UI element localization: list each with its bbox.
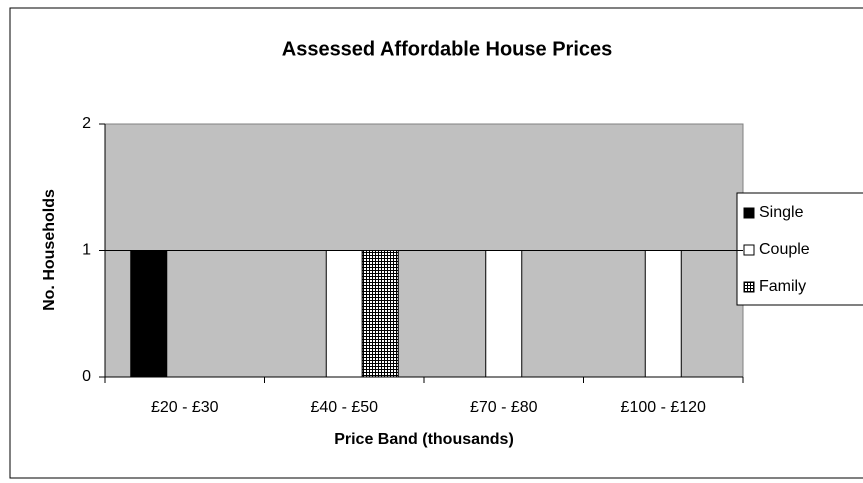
legend-swatch bbox=[743, 281, 755, 293]
x-axis-title: Price Band (thousands) bbox=[334, 431, 514, 448]
bar bbox=[130, 250, 168, 378]
y-tick-label: 1 bbox=[82, 242, 91, 259]
legend-label: Couple bbox=[759, 241, 810, 258]
y-tick-label: 2 bbox=[82, 115, 91, 132]
y-axis-title: No. Households bbox=[41, 189, 58, 311]
legend bbox=[736, 192, 863, 306]
bar bbox=[325, 250, 363, 378]
legend-label: Single bbox=[759, 204, 804, 221]
legend-label: Family bbox=[759, 278, 806, 295]
chart-title: Assessed Affordable House Prices bbox=[282, 38, 613, 60]
bar bbox=[485, 250, 523, 378]
x-tick-label: £70 - £80 bbox=[470, 399, 538, 416]
bar bbox=[644, 250, 682, 378]
bar bbox=[361, 250, 399, 378]
x-tick-label: £100 - £120 bbox=[621, 399, 707, 416]
x-tick-label: £40 - £50 bbox=[310, 399, 378, 416]
legend-swatch bbox=[743, 244, 755, 256]
legend-swatch bbox=[743, 207, 755, 219]
x-tick-label: £20 - £30 bbox=[151, 399, 219, 416]
y-tick-label: 0 bbox=[82, 368, 91, 385]
